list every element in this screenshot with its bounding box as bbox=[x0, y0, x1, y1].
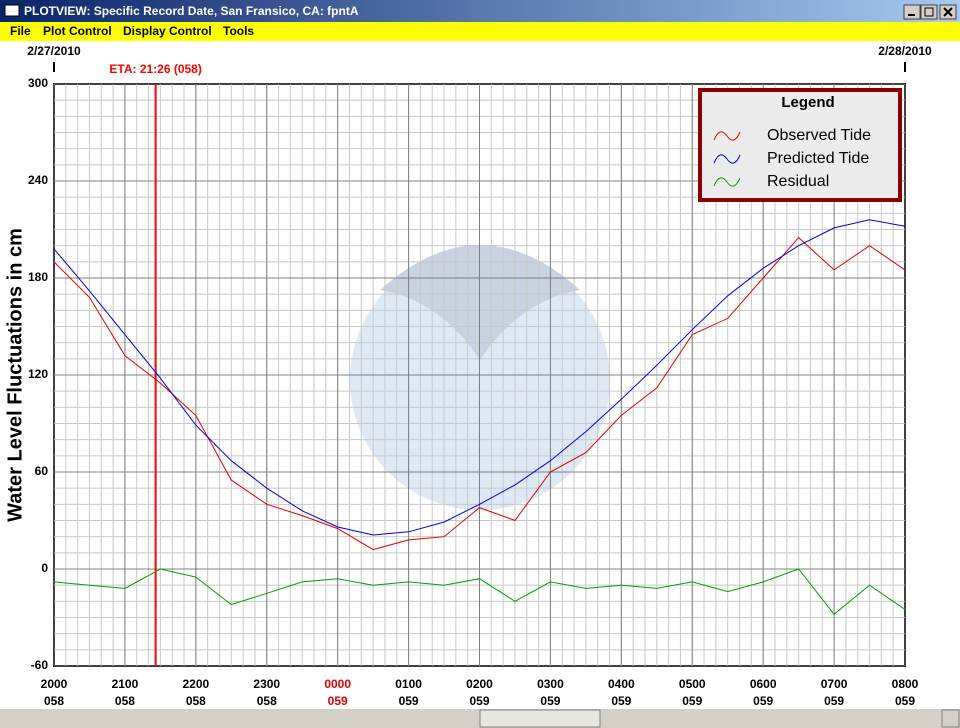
menu-item[interactable]: File bbox=[10, 24, 31, 38]
y-tick-label: -60 bbox=[31, 658, 49, 672]
x-tick-day: 059 bbox=[399, 694, 419, 708]
x-tick-day: 059 bbox=[540, 694, 560, 708]
date-label: 2/27/2010 bbox=[27, 44, 81, 58]
x-tick-label: 0500 bbox=[679, 677, 706, 691]
x-tick-label: 0300 bbox=[537, 677, 564, 691]
x-tick-label: 2100 bbox=[112, 677, 139, 691]
legend-box bbox=[698, 88, 902, 202]
y-tick-label: 300 bbox=[28, 76, 48, 90]
x-tick-day: 058 bbox=[257, 694, 277, 708]
y-tick-label: 60 bbox=[35, 464, 49, 478]
x-tick-day: 059 bbox=[682, 694, 702, 708]
menu-item[interactable]: Display Control bbox=[123, 24, 212, 38]
title-bar bbox=[0, 0, 960, 22]
x-tick-label: 0600 bbox=[750, 677, 777, 691]
menu-bar bbox=[0, 22, 960, 41]
eta-label: ETA: 21:26 (058) bbox=[109, 62, 201, 76]
app-icon bbox=[4, 4, 20, 17]
legend-title: Legend bbox=[781, 94, 834, 111]
x-tick-day: 058 bbox=[186, 694, 206, 708]
y-tick-label: 240 bbox=[28, 173, 48, 187]
maximize[interactable] bbox=[920, 4, 938, 20]
series-line bbox=[53, 219, 906, 536]
x-tick-day: 059 bbox=[611, 694, 631, 708]
plot: -60 0 60 120 180 240 300 2000 058 2100 058 2200 058 2… bbox=[27, 44, 932, 708]
legend-swatch bbox=[713, 154, 741, 164]
x-tick-label: 0800 bbox=[892, 677, 919, 691]
menu-item[interactable]: Plot Control bbox=[43, 24, 112, 38]
scroll-thumb[interactable] bbox=[479, 709, 601, 728]
x-tick-label: 0400 bbox=[608, 677, 635, 691]
y-axis-label: Water Level Fluctuations in cm bbox=[4, 228, 26, 522]
x-tick-day: 058 bbox=[115, 694, 135, 708]
legend-label: Predicted Tide bbox=[767, 150, 869, 167]
x-tick-label: 0100 bbox=[395, 677, 422, 691]
y-tick-label: 180 bbox=[28, 270, 48, 284]
x-tick-day: 059 bbox=[824, 694, 844, 708]
x-tick-label: 2200 bbox=[182, 677, 209, 691]
window-buttons bbox=[903, 4, 957, 20]
minimize[interactable] bbox=[903, 4, 921, 20]
x-tick-label: 2000 bbox=[41, 677, 68, 691]
legend-swatch bbox=[713, 177, 741, 187]
window-title: PLOTVIEW: Specific Record Date, San Fran… bbox=[24, 4, 359, 18]
legend-swatch bbox=[713, 131, 741, 141]
y-tick-label: 120 bbox=[28, 367, 48, 381]
x-tick-day: 059 bbox=[328, 694, 348, 708]
date-label: 2/28/2010 bbox=[878, 44, 932, 58]
x-tick-label: 0200 bbox=[466, 677, 493, 691]
legend: Legend Observed Tide Predicted Tide Residua… bbox=[698, 88, 902, 202]
series-line bbox=[53, 236, 906, 551]
legend-label: Observed Tide bbox=[767, 127, 871, 144]
x-tick-day: 058 bbox=[44, 694, 64, 708]
x-tick-label: 2300 bbox=[253, 677, 280, 691]
x-tick-label: 0700 bbox=[821, 677, 848, 691]
x-tick-day: 059 bbox=[753, 694, 773, 708]
scroll-right[interactable] bbox=[941, 709, 960, 728]
menu-item[interactable]: Tools bbox=[223, 24, 254, 38]
x-tick-day: 059 bbox=[895, 694, 915, 708]
series-line bbox=[53, 568, 906, 616]
x-tick-day: 059 bbox=[469, 694, 489, 708]
legend-label: Residual bbox=[767, 173, 829, 190]
menu: File Plot Control Display Control Tools bbox=[10, 24, 254, 38]
x-tick-label: 0000 bbox=[324, 677, 351, 691]
y-tick-label: 0 bbox=[41, 561, 48, 575]
